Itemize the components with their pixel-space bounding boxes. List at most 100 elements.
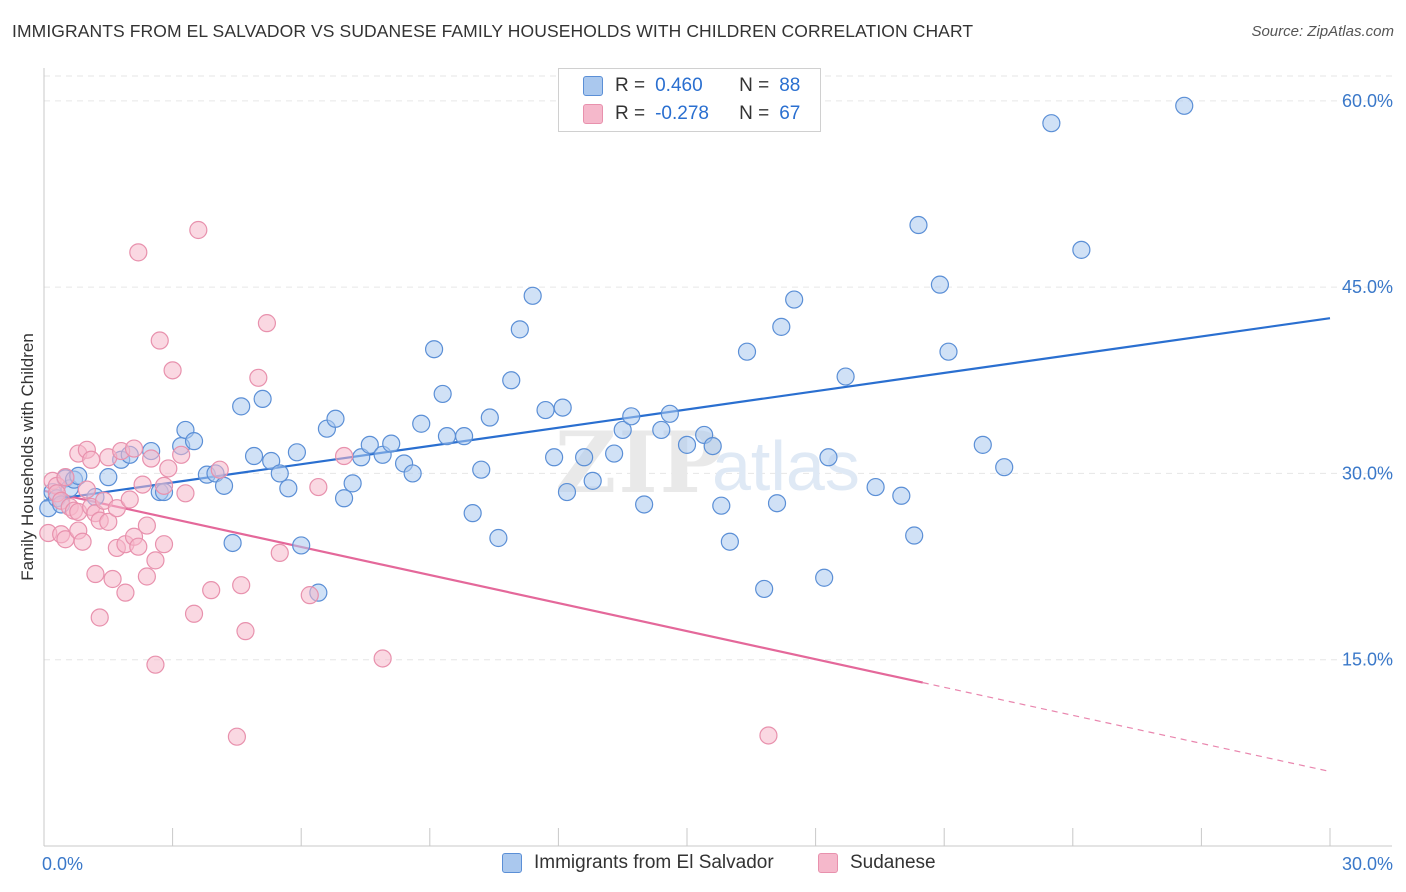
el-salvador-point: [720, 532, 739, 551]
sudanese-point: [309, 477, 328, 497]
sudanese-point: [146, 655, 165, 674]
legend-n-label: N =: [739, 103, 770, 124]
el-salvador-point: [270, 464, 289, 483]
el-salvador-point: [1072, 240, 1091, 259]
sudanese-point: [103, 569, 122, 589]
el-salvador-point: [463, 504, 482, 523]
source-credit: Source: ZipAtlas.com: [1251, 23, 1394, 40]
el-salvador-point: [819, 448, 838, 467]
sudanese-trendline-extension: [922, 682, 1331, 773]
el-salvador-point: [360, 435, 379, 454]
sudanese-point: [257, 314, 277, 333]
el-salvador-point: [262, 451, 281, 471]
correlation-legend: R = 0.460 N = 88 R = -0.278 N = 67: [558, 68, 821, 132]
el-salvador-point: [635, 495, 654, 514]
sudanese-point: [154, 535, 174, 554]
sudanese-point: [142, 449, 161, 468]
el-salvador-point: [334, 489, 354, 508]
el-salvador-point: [909, 215, 928, 235]
el-salvador-point: [184, 432, 204, 451]
el-salvador-point: [545, 448, 564, 467]
legend-n-value: 88: [779, 75, 801, 96]
el-salvador-point: [905, 526, 924, 545]
el-salvador-point: [557, 482, 577, 502]
series-legend-label: Sudanese: [850, 852, 936, 873]
el-salvador-point: [412, 414, 431, 433]
sudanese-point: [120, 490, 139, 509]
legend-swatch-pink: [583, 104, 603, 124]
el-salvador-point: [892, 486, 911, 505]
y-tick-label: 15.0%: [1342, 650, 1393, 670]
sudanese-trendline: [43, 489, 924, 684]
sudanese-point: [249, 368, 268, 387]
sudanese-point: [159, 459, 178, 478]
legend-n-value: 67: [779, 103, 801, 124]
y-tick-label: 60.0%: [1342, 91, 1393, 111]
sudanese-point: [73, 532, 92, 551]
el-salvador-point: [772, 317, 791, 336]
el-salvador-point: [232, 397, 251, 416]
el-salvador-point: [660, 404, 679, 423]
sudanese-point: [137, 567, 156, 586]
el-salvador-point: [622, 407, 641, 426]
el-salvador-point: [1175, 96, 1194, 115]
el-salvador-point: [785, 290, 804, 309]
gridlines: [44, 75, 1392, 661]
el-salvador-point: [292, 536, 311, 555]
sudanese-point: [124, 439, 144, 458]
series-legend-label: Immigrants from El Salvador: [534, 852, 774, 873]
el-salvador-trendline: [43, 317, 1331, 502]
el-salvador-point: [223, 533, 242, 553]
sudanese-point: [77, 480, 96, 499]
el-salvador-point: [472, 460, 491, 479]
tick-labels: 15.0% 30.0% 45.0% 60.0% 0.0% 30.0%: [42, 91, 1393, 874]
sudanese-point: [163, 361, 182, 380]
legend-r-value: 0.460: [655, 75, 703, 96]
el-salvador-point: [755, 579, 774, 599]
sudanese-point: [129, 243, 148, 262]
el-salvador-point: [737, 342, 757, 361]
series-legend-sudanese: Sudanese: [818, 852, 936, 874]
el-salvador-point: [836, 367, 855, 386]
el-salvador-point: [279, 479, 298, 498]
el-salvador-point: [583, 471, 602, 490]
sudanese-point: [270, 543, 289, 563]
legend-row-sudanese: R = -0.278 N = 67: [583, 101, 800, 127]
sudanese-point: [116, 583, 135, 602]
chart-title: IMMIGRANTS FROM EL SALVADOR VS SUDANESE …: [12, 21, 974, 41]
el-salvador-point: [343, 474, 362, 493]
el-salvador-point: [454, 427, 474, 446]
el-salvador-point: [939, 342, 958, 361]
sudanese-point: [236, 622, 255, 641]
el-salvador-point: [866, 477, 885, 497]
sudanese-point: [300, 586, 319, 605]
sudanese-point: [373, 649, 392, 668]
el-salvador-point: [437, 427, 457, 446]
sudanese-point: [56, 468, 75, 487]
el-salvador-point: [433, 384, 452, 404]
x-tick-label: 30.0%: [1342, 854, 1393, 874]
series-legend: Immigrants from El Salvador Sudanese: [0, 852, 1406, 878]
el-salvador-point: [326, 409, 345, 428]
el-salvador-point: [502, 371, 521, 390]
sudanese-point: [99, 512, 118, 531]
series-swatch-pink: [818, 853, 838, 873]
el-salvador-point: [489, 528, 508, 548]
axes: [43, 68, 1392, 847]
el-salvador-point: [553, 398, 572, 417]
el-salvador-point: [703, 436, 722, 456]
el-salvador-point: [214, 476, 234, 495]
watermark-atlas: atlas: [712, 427, 860, 505]
sudanese-point: [227, 727, 246, 746]
el-salvador-point: [523, 286, 542, 305]
sudanese-point: [107, 499, 126, 518]
el-salvador-point: [575, 448, 594, 467]
y-axis-label: Family Households with Children: [18, 333, 37, 581]
series-legend-el-salvador: Immigrants from El Salvador: [502, 852, 774, 874]
trend-lines: [43, 317, 1331, 773]
sudanese-point: [210, 460, 229, 479]
sudanese-point: [202, 581, 221, 600]
sudanese-point: [232, 576, 251, 595]
el-salvador-point: [930, 275, 950, 294]
